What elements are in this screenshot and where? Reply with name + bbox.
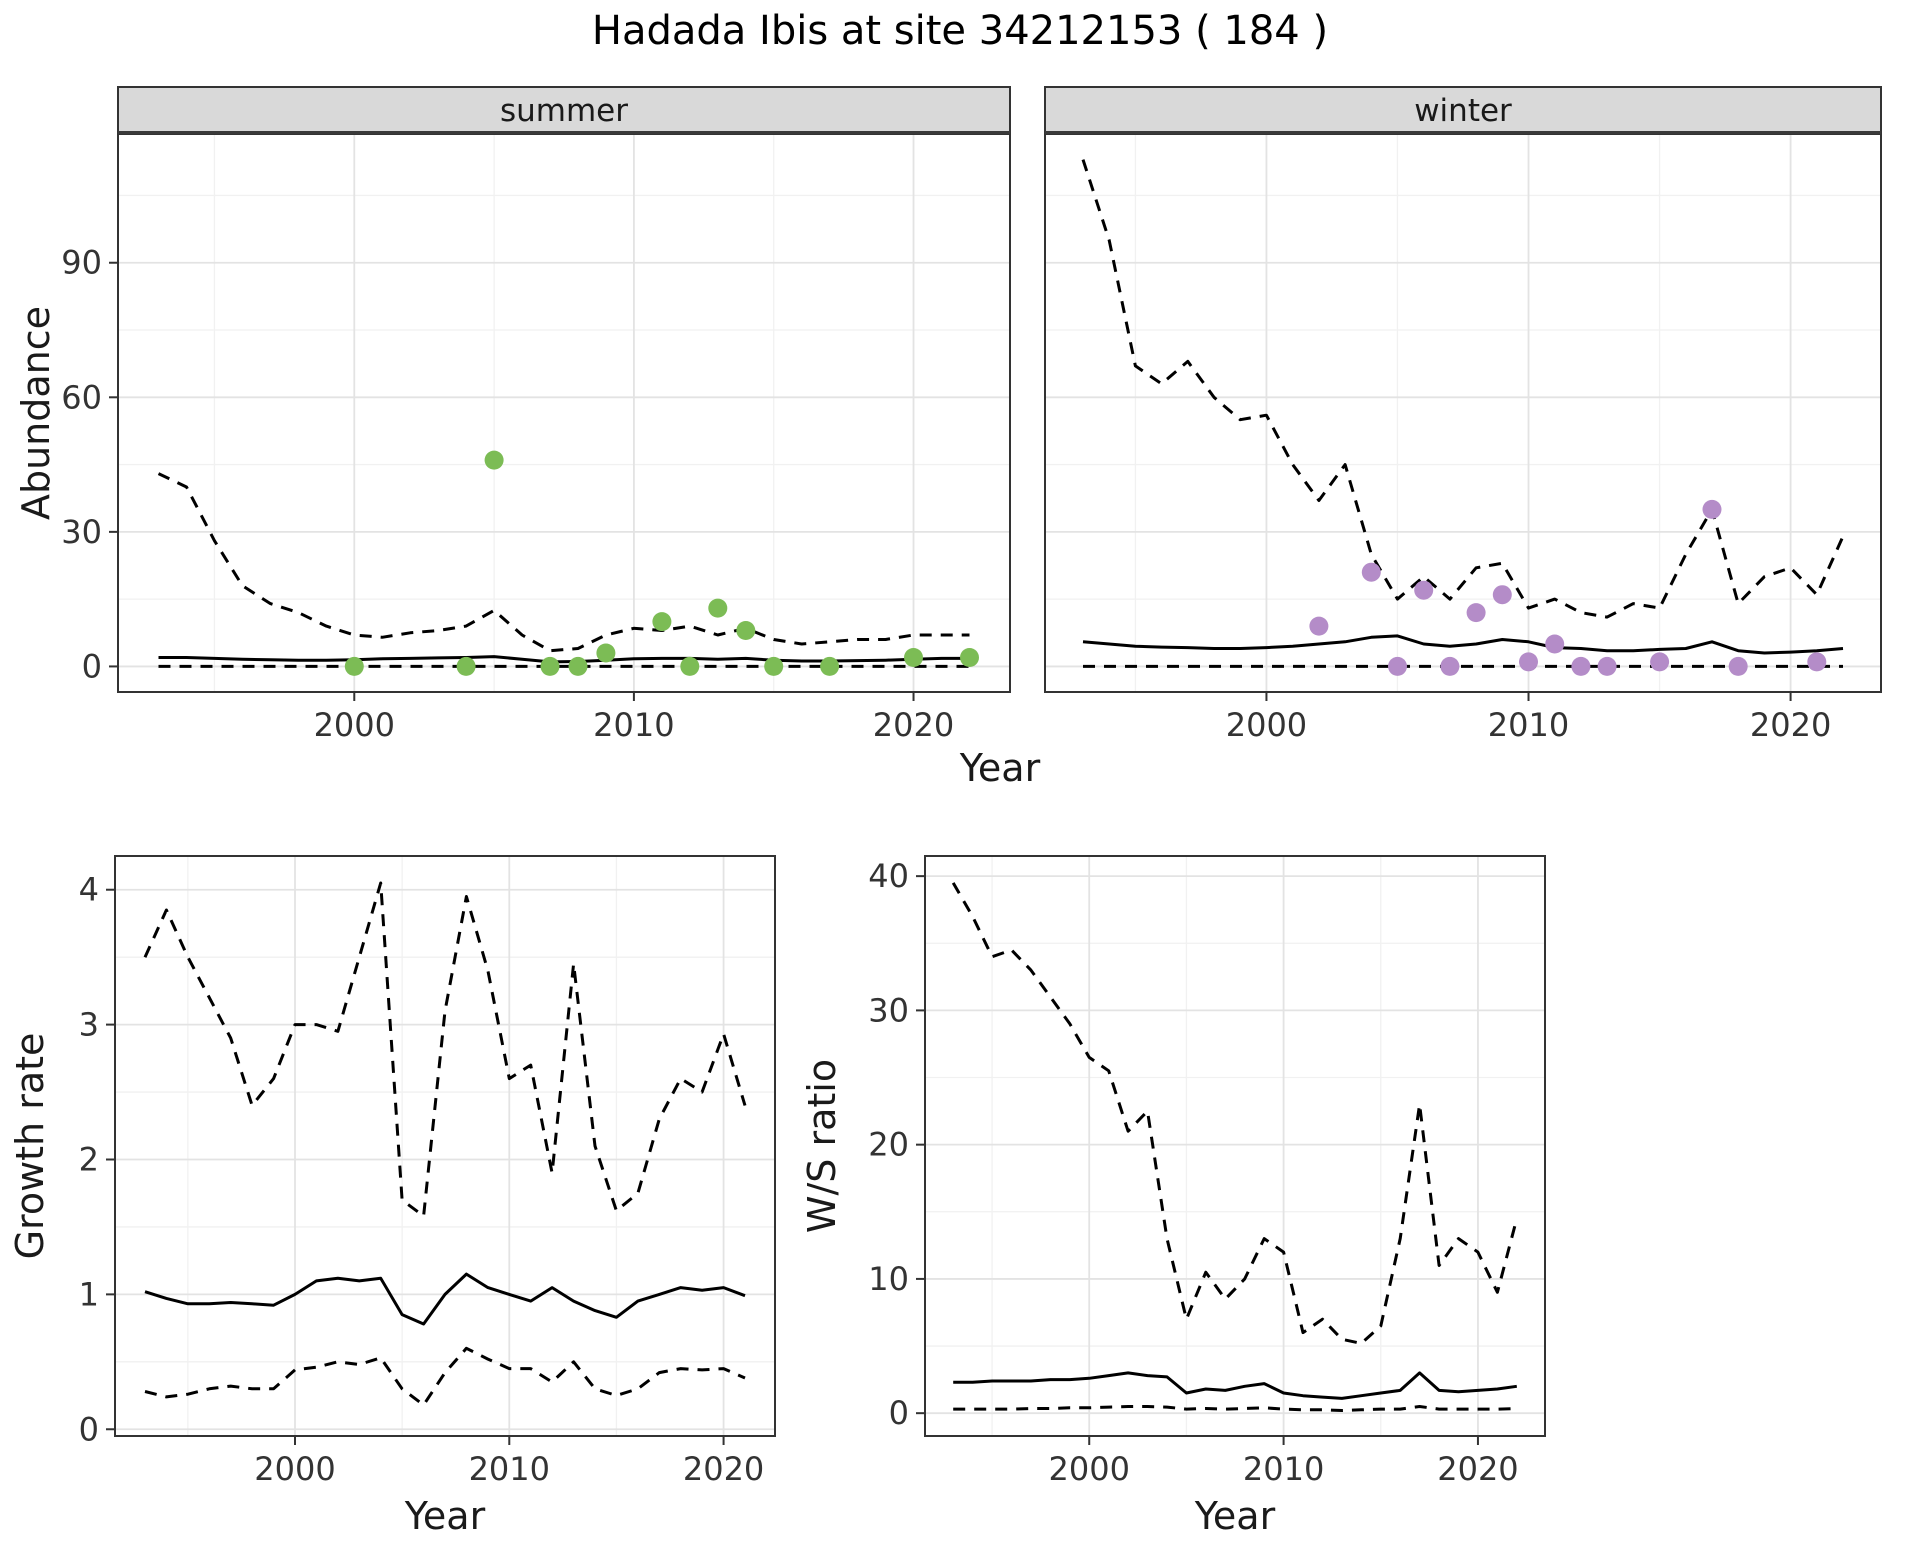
x-tick-label: 2000 <box>314 706 395 738</box>
x-tick-label: 2020 <box>683 1450 764 1482</box>
data-point <box>484 450 504 470</box>
x-tick-label: 2000 <box>1049 1450 1130 1482</box>
data-point <box>652 612 672 632</box>
data-point <box>1545 634 1565 654</box>
growth-rate-plot: 2000 2010 2020 0 1 2 3 4 <box>79 855 776 1482</box>
top-year-axis-label: Year <box>959 746 1041 790</box>
data-point <box>1361 562 1381 582</box>
data-point <box>1597 656 1617 676</box>
data-point <box>344 656 364 676</box>
y-tick-label: 30 <box>61 513 102 551</box>
data-point <box>736 621 756 640</box>
x-tick-label: 2020 <box>1750 706 1831 738</box>
panel-background <box>118 134 1010 692</box>
x-tick-label: 2010 <box>1488 706 1569 738</box>
x-tick-label: 2010 <box>1243 1450 1324 1482</box>
growth-rate-axis-label: Growth rate <box>8 1032 52 1260</box>
data-point <box>1728 656 1748 676</box>
data-point <box>1650 652 1670 672</box>
x-tick-label: 2010 <box>469 1450 550 1482</box>
data-point <box>820 656 840 676</box>
y-tick-label: 1 <box>79 1275 99 1313</box>
y-tick-label: 4 <box>79 871 99 909</box>
data-point <box>1702 499 1722 519</box>
panel-background <box>115 856 775 1436</box>
y-tick-label: 40 <box>868 857 909 895</box>
growth-rate-year-axis-label: Year <box>404 1494 486 1538</box>
data-point <box>1388 656 1407 676</box>
panel-border <box>114 855 776 1437</box>
upper-ci-line <box>951 882 1519 1345</box>
y-tick-label: 90 <box>61 244 102 282</box>
y-tick-label: 30 <box>868 991 909 1029</box>
chart-title: Hadada Ibis at site 34212153 ( 184 ) <box>591 8 1329 54</box>
upper-ci-line <box>143 881 747 1218</box>
ws-ratio-plot: 2000 2010 2020 0 10 20 30 40 <box>868 855 1546 1482</box>
lower-ci-line <box>144 1346 746 1407</box>
fit-line <box>144 1272 746 1326</box>
data-point <box>456 656 476 676</box>
x-tick-label: 2000 <box>1226 706 1307 738</box>
y-tick-label: 20 <box>868 1126 909 1164</box>
y-tick-label: 3 <box>79 1006 99 1044</box>
data-point <box>540 656 560 676</box>
y-tick-label: 0 <box>79 1410 99 1448</box>
data-point <box>1309 616 1329 636</box>
facet-strip <box>1044 86 1882 135</box>
data-point <box>596 643 616 663</box>
ws-ratio-axis-label: W/S ratio <box>800 1058 844 1234</box>
panel-background <box>1045 134 1881 692</box>
upper-ci-line <box>1081 159 1845 619</box>
panel-border <box>924 855 1546 1437</box>
data-point <box>1466 603 1486 623</box>
fit-line <box>1082 634 1844 655</box>
ws-ratio-year-axis-label: Year <box>1194 1494 1276 1538</box>
y-tick-label: 0 <box>82 647 102 685</box>
x-tick-label: 2000 <box>254 1450 335 1482</box>
abundance-winter-plot: winter 2000 2010 2020 <box>1044 86 1882 738</box>
data-point <box>1440 656 1460 676</box>
x-tick-label: 2010 <box>593 706 674 738</box>
data-point <box>764 656 784 676</box>
x-tick-label: 2020 <box>1437 1450 1518 1482</box>
data-point <box>568 656 588 676</box>
data-point <box>1492 585 1512 605</box>
y-tick-label: 2 <box>79 1140 99 1178</box>
y-tick-label: 10 <box>868 1260 909 1298</box>
data-point <box>680 656 700 676</box>
data-point <box>960 648 979 667</box>
x-tick-label: 2020 <box>873 706 954 738</box>
data-point <box>1571 656 1591 676</box>
data-point <box>1414 580 1434 600</box>
abundance-summer-plot: summer 2000 2010 2020 0 30 60 90 <box>61 86 1011 738</box>
y-tick-label: 0 <box>889 1394 909 1432</box>
facet-strip-label: winter <box>1414 93 1512 129</box>
y-tick-label: 60 <box>61 378 102 416</box>
fit-line <box>953 1371 1518 1400</box>
data-point <box>1807 652 1827 672</box>
data-point <box>708 598 728 618</box>
data-point <box>904 648 923 667</box>
lower-ci-line <box>953 1405 1517 1412</box>
facet-strip-label: summer <box>500 93 628 129</box>
panel-background <box>925 856 1545 1436</box>
data-point <box>1519 652 1538 672</box>
